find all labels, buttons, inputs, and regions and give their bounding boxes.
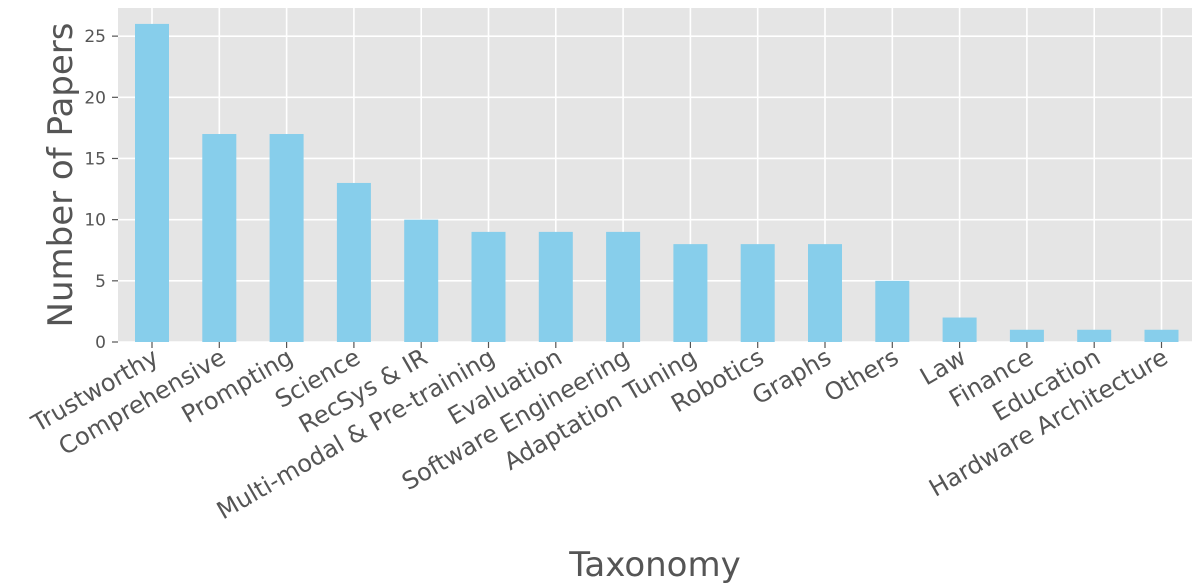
bar	[336, 182, 371, 342]
y-axis-ticks: 0 5 10 15 20 25	[84, 27, 118, 353]
y-tick-label: 15	[84, 149, 106, 169]
bar	[538, 231, 573, 342]
bar	[942, 317, 977, 342]
bar	[808, 244, 842, 342]
bar	[1009, 329, 1044, 342]
bar	[875, 280, 910, 342]
x-axis-ticks: TrustworthyComprehensivePromptingScience…	[26, 342, 1173, 525]
x-axis-label: Taxonomy	[568, 545, 740, 585]
bar	[1144, 329, 1179, 342]
y-tick-label: 10	[84, 211, 106, 231]
bar	[269, 134, 304, 342]
bar	[202, 134, 237, 342]
bar	[1077, 329, 1112, 342]
y-tick-label: 20	[84, 88, 106, 108]
bar	[673, 244, 708, 342]
y-tick-label: 5	[95, 272, 106, 292]
x-tick-label: Others	[819, 343, 903, 408]
bar	[606, 231, 641, 342]
y-tick-label: 0	[95, 333, 106, 353]
y-tick-label: 25	[84, 27, 106, 47]
bar	[740, 244, 775, 342]
x-tick-label: Graphs	[747, 343, 836, 410]
bar	[404, 219, 439, 342]
bars	[135, 23, 1179, 343]
bar	[471, 231, 506, 342]
y-axis-label: Number of Papers	[41, 23, 81, 328]
bar	[135, 23, 169, 343]
